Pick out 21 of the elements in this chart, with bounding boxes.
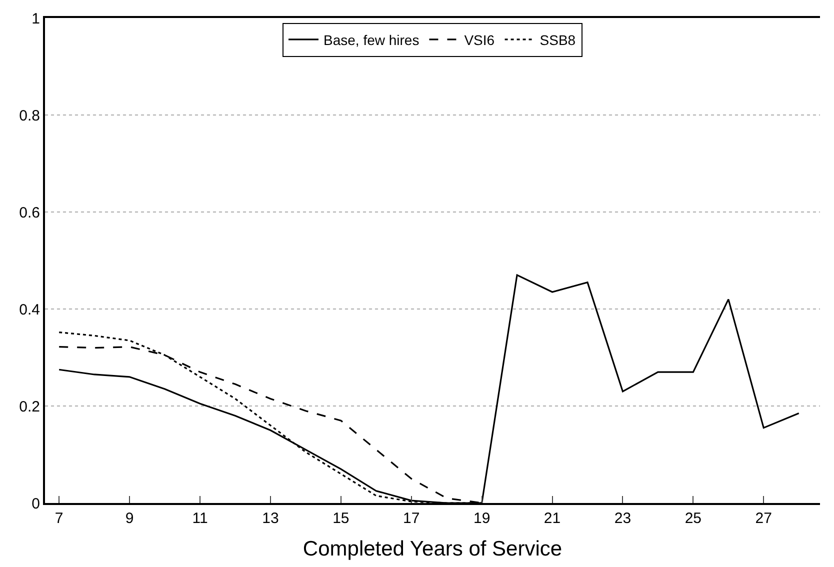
- x-tick-label: 21: [544, 510, 561, 527]
- legend-label: Base, few hires: [324, 32, 420, 48]
- y-tick-label: 0: [32, 495, 40, 512]
- y-tick-label: 0.4: [19, 301, 40, 318]
- x-tick-label: 27: [755, 510, 772, 527]
- x-tick-label: 17: [403, 510, 420, 527]
- x-tick-label: 25: [684, 510, 702, 527]
- y-tick-label: 0.6: [19, 204, 40, 222]
- x-axis-title: Completed Years of Service: [302, 538, 562, 561]
- y-tick-label: 0.2: [19, 398, 40, 416]
- x-tick-label: 11: [192, 510, 208, 527]
- x-tick-label: 15: [332, 510, 350, 527]
- legend-label: SSB8: [540, 32, 576, 48]
- y-tick-label: 1: [32, 10, 40, 28]
- x-tick-label: 7: [54, 510, 64, 527]
- x-tick-label: 13: [262, 510, 279, 527]
- legend-label: VSI6: [464, 32, 495, 48]
- x-tick-label: 9: [125, 510, 134, 527]
- y-tick-label: 0.8: [19, 107, 40, 124]
- x-tick-label: 23: [614, 510, 632, 527]
- x-tick-label: 19: [473, 510, 490, 527]
